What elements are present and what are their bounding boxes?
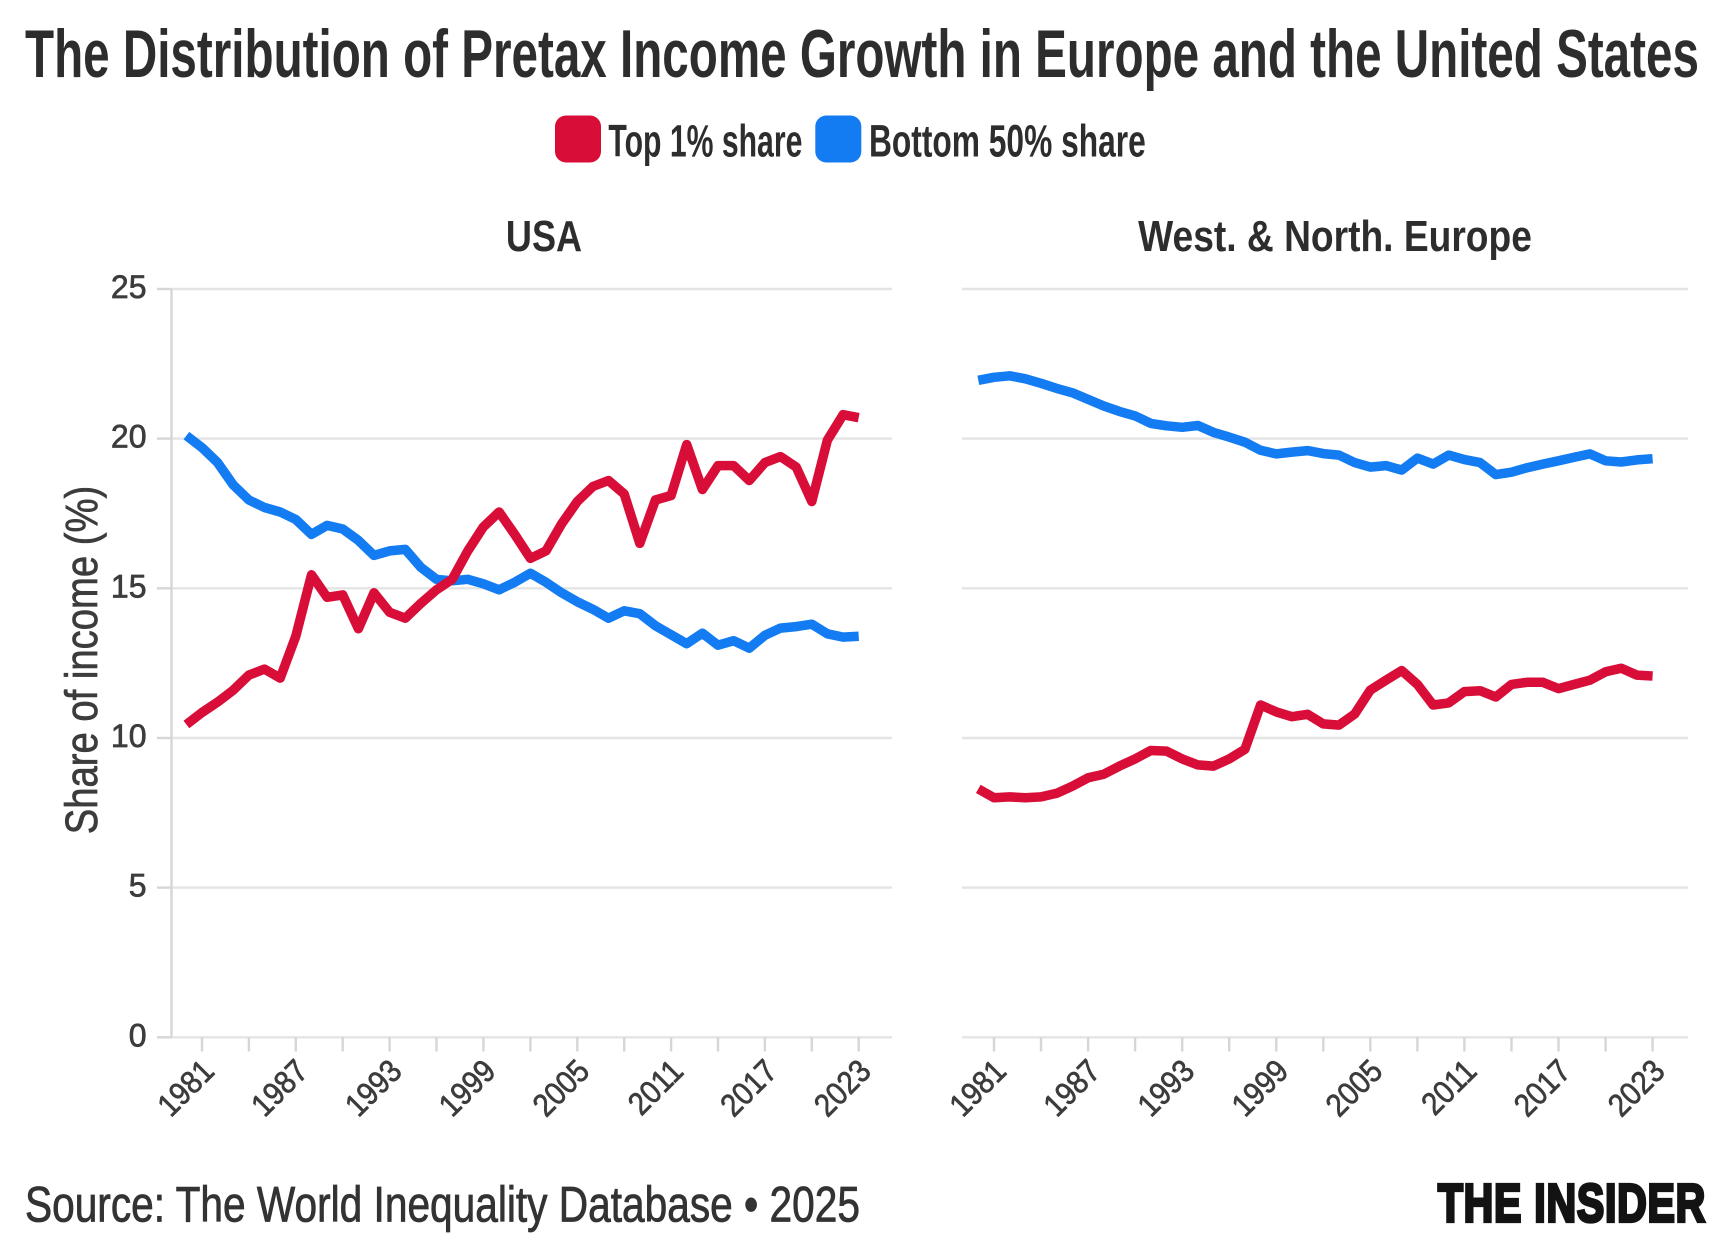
svg-text:5: 5 xyxy=(129,868,147,904)
svg-text:Share of income (%): Share of income (%) xyxy=(56,486,107,835)
svg-text:20: 20 xyxy=(111,419,147,455)
svg-text:USA: USA xyxy=(506,212,582,261)
svg-text:Bottom 50% share: Bottom 50% share xyxy=(869,117,1146,167)
svg-text:THE INSIDER: THE INSIDER xyxy=(1438,1174,1706,1234)
svg-text:West. & North. Europe: West. & North. Europe xyxy=(1138,211,1532,261)
svg-text:The Distribution of Pretax Inc: The Distribution of Pretax Income Growth… xyxy=(25,17,1699,92)
svg-text:Source: The World Inequality D: Source: The World Inequality Database • … xyxy=(25,1177,860,1233)
svg-text:10: 10 xyxy=(111,718,147,754)
svg-text:25: 25 xyxy=(111,269,147,305)
svg-text:15: 15 xyxy=(111,568,147,604)
svg-text:Top 1% share: Top 1% share xyxy=(608,117,802,167)
svg-text:0: 0 xyxy=(129,1017,147,1053)
